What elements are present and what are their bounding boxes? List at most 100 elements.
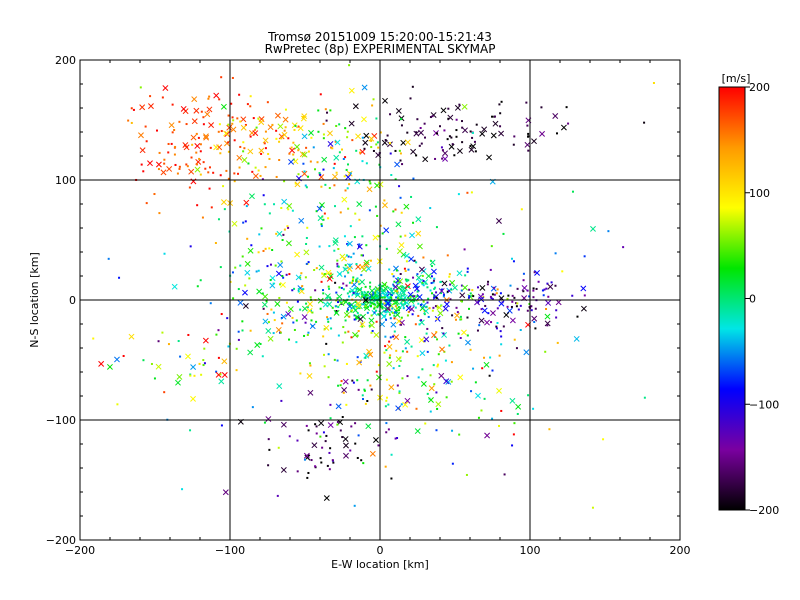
- data-point-dot: [499, 125, 502, 128]
- data-point-dot: [293, 287, 296, 290]
- data-point-dot: [282, 233, 285, 236]
- data-point-dot: [527, 135, 530, 138]
- data-point-cross: [382, 291, 389, 298]
- data-point-dot: [361, 292, 364, 295]
- data-point-dot: [383, 289, 386, 292]
- data-point-dot: [469, 295, 472, 298]
- data-point-dot: [513, 338, 516, 341]
- data-point-dot: [426, 392, 429, 395]
- data-point-dot: [499, 330, 502, 333]
- data-point-dot: [303, 334, 306, 337]
- data-point-dot: [396, 437, 399, 440]
- x-tick-label: −200: [65, 544, 95, 557]
- data-point-dot: [390, 310, 393, 313]
- data-point-dot: [350, 425, 353, 428]
- data-point-dot: [429, 207, 432, 210]
- data-point-dot: [526, 124, 529, 127]
- data-point-dot: [356, 456, 359, 459]
- data-point-dot: [220, 76, 223, 79]
- data-point-dot: [449, 283, 452, 286]
- data-point-dot: [535, 287, 538, 290]
- data-point-dot: [208, 166, 211, 169]
- data-point-dot: [314, 168, 317, 171]
- data-point-cross: [359, 321, 366, 328]
- data-point-dot: [385, 318, 388, 321]
- data-point-dot: [287, 208, 290, 211]
- data-point-dot: [413, 295, 416, 298]
- data-point-dot: [116, 403, 119, 406]
- data-point-dot: [163, 391, 166, 394]
- data-point-dot: [186, 165, 189, 168]
- data-point-dot: [217, 218, 220, 221]
- data-point-cross: [242, 303, 249, 309]
- data-point-dot: [174, 145, 177, 148]
- data-point-dot: [220, 130, 223, 133]
- data-point-cross: [454, 104, 461, 111]
- data-point-cross: [241, 157, 248, 163]
- data-point-dot: [395, 296, 398, 299]
- data-point-cross: [218, 378, 225, 385]
- data-point-dot: [458, 103, 461, 106]
- data-point-cross: [336, 293, 343, 300]
- y-axis-label: N-S location [km]: [28, 252, 41, 348]
- data-point-dot: [450, 136, 453, 139]
- data-point-cross: [276, 230, 283, 237]
- data-point-dot: [202, 359, 205, 362]
- data-point-dot: [315, 210, 318, 213]
- data-point-cross: [388, 384, 395, 391]
- data-point-dot: [451, 429, 454, 432]
- data-point-dot: [426, 350, 429, 353]
- data-point-dot: [550, 281, 553, 284]
- data-point-cross: [437, 310, 444, 317]
- data-point-dot: [397, 309, 400, 312]
- data-point-dot: [358, 218, 361, 221]
- data-point-dot: [448, 344, 451, 347]
- data-point-dot: [381, 305, 384, 308]
- data-point-dot: [356, 356, 359, 359]
- data-point-dot: [470, 191, 473, 194]
- data-point-dot: [338, 286, 341, 289]
- data-point-cross: [415, 274, 422, 281]
- data-point-dot: [433, 287, 436, 290]
- data-point-dot: [513, 422, 516, 425]
- data-point-dot: [377, 444, 380, 447]
- data-point-cross: [306, 373, 313, 379]
- data-point-dot: [140, 163, 143, 166]
- data-point-cross: [544, 320, 551, 327]
- data-point-cross: [407, 291, 414, 298]
- data-point-cross: [474, 299, 480, 306]
- data-point-cross: [447, 114, 454, 121]
- data-point-dot: [396, 384, 399, 387]
- data-point-cross: [521, 284, 528, 291]
- data-point-dot: [267, 152, 270, 155]
- data-point-dot: [262, 249, 265, 252]
- data-point-cross: [294, 143, 300, 150]
- data-point-dot: [344, 300, 347, 303]
- data-point-dot: [212, 171, 215, 174]
- data-point-dot: [399, 196, 402, 199]
- data-point-dot: [491, 369, 494, 372]
- data-point-cross: [580, 305, 587, 312]
- data-point-dot: [275, 137, 278, 140]
- data-point-dot: [142, 359, 145, 362]
- data-point-dot: [583, 294, 586, 297]
- data-point-dot: [455, 118, 458, 121]
- data-point-dot: [296, 470, 299, 473]
- data-point-dot: [217, 130, 220, 133]
- data-point-dot: [509, 284, 512, 287]
- data-point-dot: [233, 172, 236, 175]
- data-point-dot: [275, 232, 278, 235]
- data-point-dot: [281, 322, 284, 325]
- data-point-dot: [261, 178, 264, 181]
- data-point-dot: [310, 459, 313, 462]
- data-point-dot: [311, 311, 314, 314]
- data-point-dot: [498, 103, 501, 106]
- data-point-cross: [388, 288, 395, 295]
- data-point-cross: [204, 111, 211, 118]
- data-point-dot: [185, 123, 188, 126]
- data-point-dot: [214, 242, 217, 245]
- data-point-dot: [406, 314, 409, 317]
- data-point-dot: [454, 318, 457, 321]
- data-point-cross: [393, 334, 400, 341]
- data-point-dot: [396, 282, 399, 285]
